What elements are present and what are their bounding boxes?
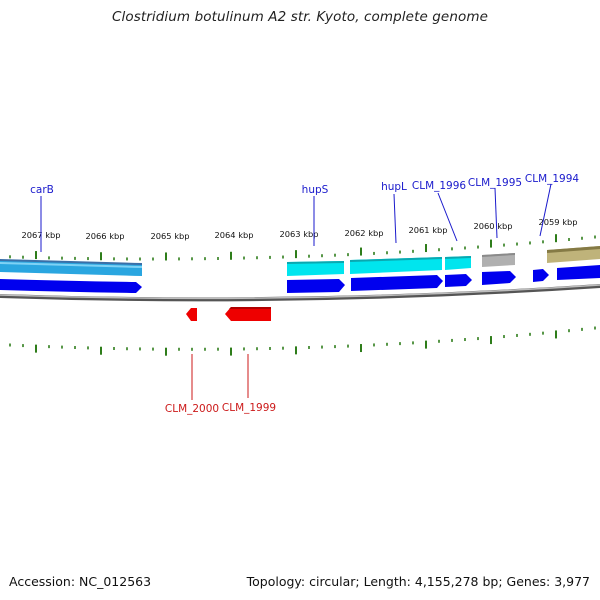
genome-backbone xyxy=(0,284,600,302)
gene-label-hupS[interactable]: hupS xyxy=(302,184,329,196)
reverse-cds-track xyxy=(186,307,271,321)
scale-label: 2061 kbp xyxy=(408,225,447,235)
feature-CLM_1996-region[interactable] xyxy=(445,256,471,270)
cds-arrow-CLM_2000[interactable] xyxy=(186,308,197,321)
feature-CLM_1995-region-top xyxy=(482,253,515,257)
scale-ticks-top xyxy=(9,234,596,261)
gene-label-CLM_1999[interactable]: CLM_1999 xyxy=(222,402,276,414)
gene-label-CLM_1996[interactable]: CLM_1996 xyxy=(412,180,467,192)
accession-text: Accession: NC_012563 xyxy=(9,574,152,589)
cds-arrow-carB[interactable] xyxy=(0,279,142,293)
cds-arrow-CLM_1995[interactable] xyxy=(482,271,516,285)
feature-track xyxy=(0,246,600,276)
forward-gene-labels: carB hupS hupL CLM_1996 CLM_1995 CLM_199… xyxy=(30,173,579,196)
scale-label: 2062 kbp xyxy=(344,228,383,238)
gene-label-CLM_1995[interactable]: CLM_1995 xyxy=(468,177,522,189)
scale-ticks-bottom xyxy=(9,326,596,356)
feature-hupS-region[interactable] xyxy=(287,261,344,276)
gene-label-hupL[interactable]: hupL xyxy=(381,181,407,193)
scale-label: 2064 kbp xyxy=(214,230,253,240)
cds-arrow-CLM_1999[interactable] xyxy=(225,307,271,321)
scale-label: 2063 kbp xyxy=(279,229,318,239)
genome-backbone-highlight xyxy=(0,284,600,300)
page-title: Clostridium botulinum A2 str. Kyoto, com… xyxy=(111,9,489,25)
gene-label-carB[interactable]: carB xyxy=(30,184,54,196)
feature-carB-region-top xyxy=(0,259,142,265)
scale-labels: 2067 kbp 2066 kbp 2065 kbp 2064 kbp 2063 kbp… xyxy=(21,217,577,241)
genome-summary-text: Topology: circular; Length: 4,155,278 bp… xyxy=(246,574,590,589)
reverse-gene-labels: CLM_2000 CLM_1999 xyxy=(165,402,276,415)
forward-cds-track xyxy=(0,265,600,293)
feature-hupL-region-top xyxy=(350,257,442,262)
gene-label-CLM_1994[interactable]: CLM_1994 xyxy=(525,173,580,185)
reverse-label-leaders xyxy=(191,354,249,400)
leader-hupL xyxy=(393,193,397,244)
scale-label: 2060 kbp xyxy=(473,221,512,231)
feature-carB-region-highlight xyxy=(0,262,142,268)
cds-arrow-CLM_1999-top xyxy=(229,307,271,309)
leader-CLM_1996 xyxy=(437,192,458,242)
forward-label-leaders xyxy=(40,183,552,252)
leader-CLM_1995 xyxy=(494,187,498,239)
leader-CLM_1994 xyxy=(539,183,552,237)
cds-arrow-next[interactable] xyxy=(557,265,600,280)
cds-arrow-CLM_1996[interactable] xyxy=(445,274,472,287)
cds-arrow-hupL[interactable] xyxy=(351,275,443,291)
scale-label: 2059 kbp xyxy=(538,217,577,227)
scale-label: 2065 kbp xyxy=(150,231,189,241)
cds-arrow-CLM_1994[interactable] xyxy=(533,269,549,282)
feature-hupS-region-top xyxy=(287,261,344,264)
scale-label: 2066 kbp xyxy=(85,231,124,241)
feature-CLM_1994-region-top xyxy=(547,246,600,253)
cds-arrow-hupS[interactable] xyxy=(287,279,345,293)
gene-label-CLM_2000[interactable]: CLM_2000 xyxy=(165,403,219,415)
feature-CLM_1996-region-top xyxy=(445,256,471,259)
